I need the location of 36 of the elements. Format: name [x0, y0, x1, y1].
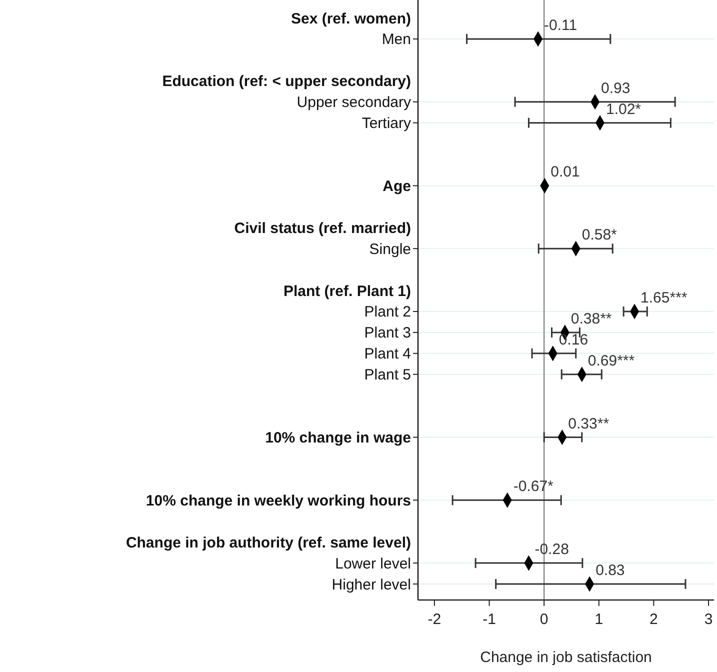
- data-label: 0.38**: [570, 310, 612, 328]
- y-tick-label: Plant 2: [364, 304, 411, 321]
- y-tick-label: 10% change in weekly working hours: [146, 492, 411, 510]
- y-tick-label: Age: [382, 178, 411, 195]
- y-tick-label: Education (ref: < upper secondary): [162, 73, 412, 90]
- x-axis-title: Change in job satisfaction: [480, 649, 652, 666]
- data-label: -0.11: [544, 16, 578, 34]
- data-label: 0.01: [550, 164, 580, 181]
- y-tick-label: Upper secondary: [296, 94, 412, 112]
- data-label: 1.02*: [606, 100, 642, 118]
- y-tick-label: Higher level: [332, 576, 411, 594]
- data-label: 0.93: [601, 80, 630, 97]
- x-tick-label: 3: [704, 611, 713, 628]
- data-label: 0.83: [596, 562, 625, 579]
- y-tick-label: Lower level: [335, 555, 411, 572]
- data-label: 0.33**: [568, 415, 610, 432]
- y-tick-label: Plant 3: [364, 324, 411, 342]
- data-label: 0.58*: [582, 226, 618, 244]
- y-tick-label: 10% change in wage: [265, 430, 411, 447]
- y-tick-label: Men: [382, 31, 411, 48]
- x-tick-label: 1: [594, 611, 604, 628]
- x-tick-label: 2: [650, 611, 658, 628]
- data-label: 0.69***: [588, 352, 635, 370]
- y-tick-label: Tertiary: [362, 115, 412, 132]
- y-tick-label: Plant (ref. Plant 1): [283, 282, 411, 300]
- y-tick-label: Plant 4: [364, 346, 411, 363]
- y-tick-label: Change in job authority (ref. same level): [126, 534, 411, 552]
- data-label: 0.16: [558, 331, 588, 348]
- x-tick-label: -1: [482, 611, 496, 628]
- y-tick-label: Sex (ref. women): [290, 10, 412, 28]
- y-tick-label: Plant 5: [364, 366, 411, 384]
- data-label: 1.65***: [640, 289, 688, 306]
- y-tick-label: Single: [369, 240, 411, 258]
- x-tick-label: -2: [428, 611, 442, 628]
- y-tick-label: Civil status (ref. married): [234, 220, 412, 237]
- x-tick-label: 0: [540, 611, 548, 628]
